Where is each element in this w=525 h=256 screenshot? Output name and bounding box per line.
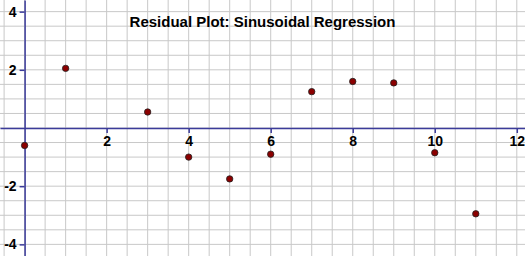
grid bbox=[0, 0, 525, 256]
tick-label: 4 bbox=[185, 133, 193, 149]
point bbox=[432, 150, 438, 156]
grid-line bbox=[0, 244, 525, 245]
minor-grid-line bbox=[0, 215, 525, 216]
tick: 4 bbox=[185, 128, 193, 149]
point bbox=[226, 176, 232, 182]
title: Residual Plot: Sinusoidal Regression bbox=[130, 13, 396, 30]
minor-grid-line bbox=[0, 98, 525, 99]
minor-grid-line bbox=[0, 157, 525, 158]
tick-mark bbox=[20, 70, 25, 72]
tick: 2 bbox=[9, 62, 25, 78]
tick-mark bbox=[20, 11, 25, 13]
point bbox=[350, 78, 356, 84]
tick-label: 10 bbox=[427, 133, 443, 149]
point bbox=[391, 80, 397, 86]
tick: 6 bbox=[267, 128, 275, 149]
axis-line bbox=[24, 1, 26, 256]
point bbox=[268, 151, 274, 157]
tick-label: 4 bbox=[9, 4, 17, 20]
tick: 8 bbox=[349, 128, 357, 149]
tick-mark bbox=[20, 186, 25, 188]
tick: -2 bbox=[4, 178, 24, 194]
x-axis: 2 4 6 8 10 12 bbox=[1, 128, 525, 149]
point bbox=[21, 142, 27, 148]
minor-grid-line bbox=[0, 200, 525, 201]
tick-label: 8 bbox=[349, 133, 357, 149]
point bbox=[144, 109, 150, 115]
chart: 2 4 6 8 10 12 -4 -2 2 4 Residual Plot: Sinusoidal … bbox=[0, 0, 525, 256]
tick-label: 12 bbox=[510, 133, 525, 149]
tick: 12 bbox=[510, 128, 525, 149]
minor-grid-line bbox=[0, 84, 525, 85]
grid-line bbox=[0, 69, 525, 70]
tick: 4 bbox=[9, 4, 25, 20]
minor-grid-line bbox=[0, 113, 525, 114]
point bbox=[185, 154, 191, 160]
tick-label: 2 bbox=[9, 62, 17, 78]
tick: 2 bbox=[103, 128, 111, 149]
axis-line bbox=[1, 128, 525, 130]
tick-label: 2 bbox=[103, 133, 111, 149]
tick-label: -4 bbox=[4, 236, 17, 252]
y-axis: -4 -2 2 4 bbox=[4, 1, 25, 256]
tick-label: -2 bbox=[4, 178, 17, 194]
tick: 10 bbox=[427, 128, 443, 149]
minor-grid-line bbox=[0, 40, 525, 41]
minor-grid-line bbox=[0, 171, 525, 172]
minor-grid-line bbox=[0, 55, 525, 56]
point bbox=[473, 211, 479, 217]
point bbox=[309, 88, 315, 94]
minor-grid-line bbox=[0, 229, 525, 230]
minor-grid-line bbox=[0, 128, 525, 129]
grid-line bbox=[0, 11, 525, 12]
grid-line bbox=[0, 186, 525, 187]
tick-mark bbox=[20, 244, 25, 246]
tick: -4 bbox=[4, 236, 24, 252]
tick-label: 6 bbox=[267, 133, 275, 149]
points bbox=[21, 65, 479, 217]
minor-grid-line bbox=[0, 142, 525, 143]
point bbox=[62, 65, 68, 71]
